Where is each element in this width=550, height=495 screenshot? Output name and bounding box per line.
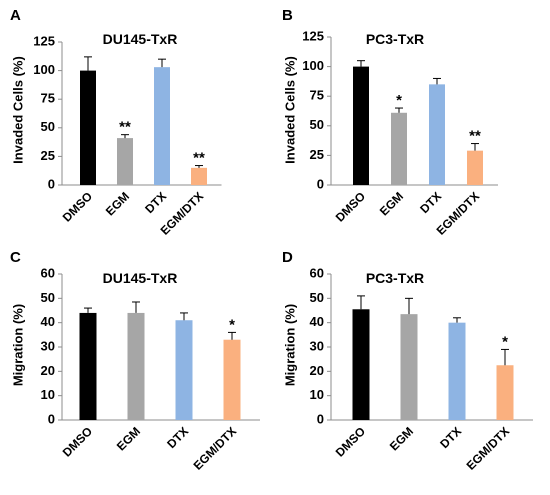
y-tick-label: 25	[310, 147, 324, 162]
y-axis-label: Migration (%)	[283, 304, 298, 386]
y-tick-label: 10	[41, 387, 55, 402]
panel-letter: D	[282, 249, 293, 266]
y-tick-label: 50	[41, 119, 55, 134]
y-tick-label: 0	[48, 411, 55, 426]
panel-a: A DU145-TxR Invaded Cells (%) 0 25 50 75 100 125…	[10, 7, 222, 238]
x-tick-label: DMSO	[60, 189, 95, 224]
x-tick-label: DTX	[437, 424, 464, 451]
bar-egm-dtx	[496, 365, 514, 420]
significance-marker: *	[396, 92, 402, 109]
panel-d: D PC3-TxR Migration (%) 0 10 20 30 40 50 60 DMSO EG…	[282, 249, 533, 473]
significance-marker: **	[119, 119, 131, 136]
bar-dtx	[154, 67, 170, 185]
x-tick-label: EGM	[377, 189, 406, 218]
y-tick-label: 10	[310, 387, 324, 402]
y-tick-label: 0	[317, 176, 324, 191]
x-tick-label: DMSO	[60, 424, 95, 459]
bar-egm-dtx	[223, 339, 241, 420]
y-axis-label: Migration (%)	[11, 304, 26, 386]
significance-marker: **	[469, 128, 481, 145]
y-tick-label: 60	[310, 265, 324, 280]
x-tick-label: DMSO	[333, 189, 368, 224]
y-tick-label: 40	[41, 314, 55, 329]
bar-dtx	[429, 84, 445, 185]
x-tick-label: EGM/DTX	[464, 424, 513, 473]
panel-c: C DU145-TxR Migration (%) 0 10 20 30 40 50 60 DMSO…	[10, 249, 260, 473]
panel-letter: B	[282, 7, 293, 24]
y-axis-label: Invaded Cells (%)	[283, 56, 298, 164]
panel-letter: A	[10, 7, 21, 24]
y-axis-label: Invaded Cells (%)	[11, 56, 26, 164]
y-tick-label: 25	[41, 148, 55, 163]
y-tick-label: 75	[41, 91, 55, 106]
x-tick-label: EGM	[387, 424, 416, 453]
bar-dmso	[79, 312, 97, 420]
x-tick-label: DTX	[164, 424, 191, 451]
bar-dtx	[175, 320, 193, 420]
bar-egm-dtx	[191, 167, 207, 185]
panel-letter: C	[10, 249, 21, 266]
x-tick-label: DMSO	[333, 424, 368, 459]
y-tick-label: 0	[317, 411, 324, 426]
bar-dmso	[352, 309, 370, 420]
significance-marker: **	[193, 150, 205, 167]
y-tick-label: 20	[41, 363, 55, 378]
y-tick-label: 0	[48, 176, 55, 191]
y-tick-label: 100	[302, 58, 324, 73]
x-tick-label: DTX	[142, 189, 169, 216]
chart-title: DU145-TxR	[103, 31, 178, 47]
y-tick-label: 30	[41, 338, 55, 353]
significance-marker: *	[502, 333, 508, 350]
y-tick-label: 125	[33, 33, 55, 48]
x-tick-label: DTX	[417, 189, 444, 216]
y-tick-label: 30	[310, 338, 324, 353]
chart-title: PC3-TxR	[366, 31, 424, 47]
y-tick-label: 50	[41, 290, 55, 305]
panel-b: B PC3-TxR Invaded Cells (%) 0 25 50 75 100 125 DM…	[282, 7, 498, 238]
y-tick-label: 40	[310, 314, 324, 329]
y-tick-label: 60	[41, 265, 55, 280]
x-tick-label: EGM	[114, 424, 143, 453]
bar-egm-dtx	[467, 150, 483, 185]
y-tick-label: 100	[33, 62, 55, 77]
x-tick-label: EGM/DTX	[191, 424, 240, 473]
chart-title: DU145-TxR	[103, 270, 178, 286]
bar-egm	[400, 314, 418, 420]
bar-dtx	[448, 322, 466, 420]
significance-marker: *	[229, 316, 235, 333]
bar-dmso	[80, 70, 96, 185]
bar-egm	[127, 312, 145, 420]
y-tick-label: 20	[310, 363, 324, 378]
bar-egm	[117, 138, 133, 185]
chart-title: PC3-TxR	[366, 270, 424, 286]
y-tick-label: 125	[302, 28, 324, 43]
y-tick-label: 75	[310, 88, 324, 103]
bar-dmso	[353, 66, 369, 185]
x-tick-label: EGM	[103, 189, 132, 218]
bar-egm	[391, 112, 407, 185]
y-tick-label: 50	[310, 290, 324, 305]
y-tick-label: 50	[310, 117, 324, 132]
